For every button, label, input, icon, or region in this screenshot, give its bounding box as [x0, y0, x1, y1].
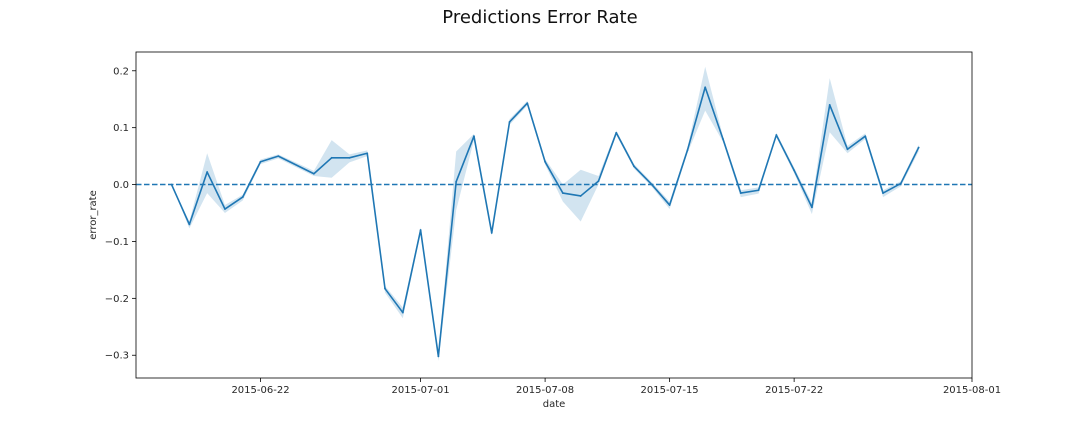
data-point	[544, 160, 547, 163]
data-point	[775, 134, 778, 136]
data-point	[757, 189, 760, 192]
y-axis-ticks: 0.2 0.1 0.0 −0.1 −0.2 −0.3	[105, 66, 136, 362]
data-point	[899, 182, 902, 185]
data-point	[473, 135, 475, 138]
confidence-band	[171, 66, 919, 361]
confidence-band-layer	[171, 66, 919, 361]
error-rate-line	[170, 86, 920, 358]
data-point	[864, 135, 867, 138]
y-tick-label: 0.2	[113, 66, 129, 77]
data-point	[633, 165, 635, 168]
y-tick-label: −0.1	[105, 237, 129, 248]
data-point	[170, 183, 173, 186]
data-point	[437, 355, 440, 358]
data-point	[419, 229, 422, 231]
x-axis-ticks: 2015-06-22 2015-07-01 2015-07-08 2015-07-15…	[231, 378, 1001, 396]
series-line-layer	[170, 86, 920, 358]
data-point	[739, 192, 742, 195]
data-point	[846, 148, 849, 151]
data-point	[686, 149, 689, 152]
data-point	[277, 155, 280, 158]
data-point	[401, 311, 404, 314]
data-point	[561, 192, 564, 195]
data-point	[650, 183, 653, 186]
plot-frame	[135, 51, 973, 379]
data-point	[455, 180, 458, 183]
data-point	[384, 287, 386, 290]
data-point	[206, 171, 209, 173]
data-point	[330, 156, 333, 159]
data-point	[224, 208, 226, 210]
data-point	[312, 172, 315, 175]
data-point	[828, 104, 831, 106]
data-point	[490, 232, 493, 234]
y-tick-label: 0.0	[113, 180, 129, 191]
y-tick-label: −0.3	[105, 351, 129, 362]
data-point	[882, 192, 884, 195]
x-tick-label: 2015-08-01	[943, 385, 1001, 396]
data-point	[704, 86, 707, 89]
data-point	[348, 156, 351, 159]
data-point	[793, 169, 796, 172]
data-point	[811, 206, 813, 209]
y-tick-label: −0.2	[105, 294, 129, 305]
data-point	[241, 196, 244, 198]
x-axis-label: date	[543, 399, 566, 410]
data-point	[722, 138, 724, 140]
data-point	[668, 204, 671, 206]
data-point	[508, 121, 511, 123]
chart-title: Predictions Error Rate	[442, 7, 637, 28]
data-point	[366, 152, 369, 155]
x-tick-label: 2015-07-08	[516, 385, 574, 396]
x-tick-label: 2015-07-01	[392, 385, 450, 396]
data-point	[597, 180, 600, 183]
x-tick-label: 2015-06-22	[231, 385, 289, 396]
y-axis-label: error_rate	[88, 190, 99, 240]
data-point	[188, 223, 191, 226]
data-point	[579, 195, 582, 197]
x-tick-label: 2015-07-22	[765, 385, 823, 396]
data-point	[526, 102, 529, 105]
x-tick-label: 2015-07-15	[641, 385, 699, 396]
data-point	[615, 131, 618, 134]
data-point	[917, 146, 920, 149]
data-point	[259, 160, 262, 163]
y-tick-label: 0.1	[113, 123, 129, 134]
